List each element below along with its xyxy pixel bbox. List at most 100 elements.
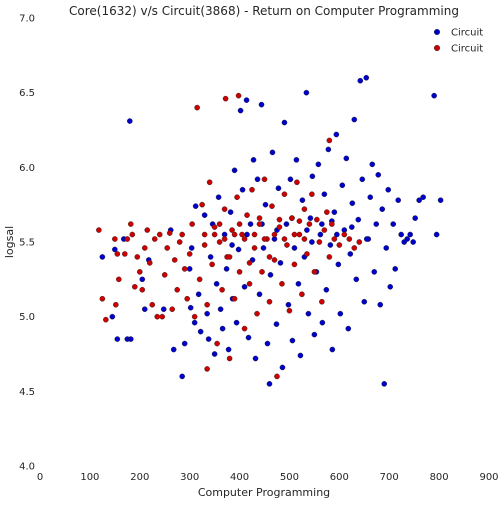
data-point [186,266,193,272]
data-point [266,298,273,305]
data-point [345,325,352,332]
data-point [327,242,334,248]
data-point [339,182,346,189]
data-point [296,218,303,224]
data-point [346,236,353,242]
data-point [231,167,238,174]
data-point [433,231,440,238]
data-point [186,251,193,257]
data-point [351,116,358,123]
data-point [213,281,220,287]
data-point [170,346,177,353]
x-tick-label: 200 [130,472,149,483]
legend-label: Circuit [451,28,483,39]
y-tick-label: 5.5 [19,238,35,249]
data-point [181,266,188,272]
y-tick-label: 6.5 [19,88,35,99]
data-point [359,176,366,183]
series-1 [99,74,444,387]
data-point [262,201,269,208]
legend-label: Circuit [451,44,483,55]
data-point [309,173,316,180]
data-point [295,281,302,287]
data-point [191,313,198,320]
data-point [154,313,161,320]
legend-marker [434,45,441,52]
data-point [357,77,364,84]
data-point [144,227,151,233]
legend-marker [434,29,441,36]
x-tick-label: 500 [280,472,299,483]
data-point [347,251,354,257]
data-point [184,295,190,302]
data-point [99,254,106,260]
data-point [279,281,285,287]
data-point [303,89,310,96]
data-point [146,260,153,266]
data-point [246,281,253,287]
data-point [337,310,344,317]
data-point [260,245,267,251]
data-point [179,231,185,238]
data-point [390,221,397,227]
series-2 [96,92,363,380]
data-point [407,231,413,238]
data-point [329,346,336,353]
data-point [277,260,284,266]
data-point [114,336,121,342]
data-point [291,231,298,238]
data-point [159,313,166,320]
data-point [226,355,233,362]
data-point [301,236,308,242]
data-point [169,306,176,313]
data-point [299,197,306,203]
data-point [284,242,290,248]
data-point [306,221,313,227]
data-point [250,157,257,163]
y-tick-label: 6.0 [19,163,35,174]
data-point [283,221,290,227]
x-tick-label: 400 [230,472,249,483]
data-point [355,216,362,223]
data-point [219,325,226,332]
data-point [174,286,180,293]
data-point [333,131,340,138]
data-point [227,209,234,215]
data-point [141,306,148,313]
data-point [127,118,133,124]
data-point [235,246,242,253]
data-point [239,231,245,238]
data-point [236,221,243,227]
data-point [206,179,213,186]
data-point [331,209,338,215]
data-point [287,176,294,183]
data-point [229,242,235,248]
data-point [304,227,310,233]
x-axis-label: Computer Programming [198,486,330,499]
data-point [234,194,240,200]
data-point [225,346,232,353]
data-point [264,340,271,347]
data-point [367,194,374,200]
x-tick-label: 0 [37,472,43,483]
data-point [136,269,143,275]
data-point [349,224,355,230]
data-point [286,307,293,314]
data-point [114,251,121,257]
data-point [201,212,208,218]
data-point [191,319,198,326]
data-point [214,340,220,347]
legend: Circuit Circuit [434,28,483,55]
data-point [325,146,332,153]
data-point [216,239,223,245]
data-point [326,254,333,260]
data-point [204,310,210,317]
data-point [279,364,286,371]
data-point [323,286,330,293]
data-point [404,236,410,242]
data-point [226,254,233,260]
data-point [116,276,122,283]
data-point [309,239,315,245]
x-tick-label: 700 [380,472,399,483]
data-point [258,101,265,108]
